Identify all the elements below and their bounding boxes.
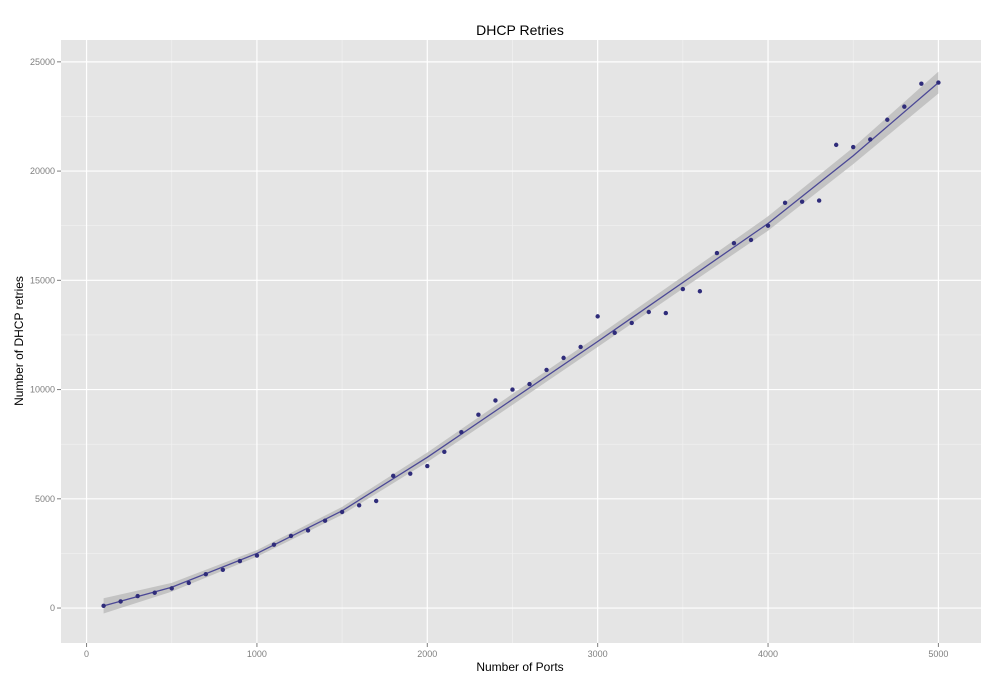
y-tick-label: 10000: [30, 385, 55, 395]
data-point: [748, 237, 754, 243]
data-point: [476, 412, 481, 417]
data-point: [833, 142, 839, 148]
data-point: [356, 503, 362, 508]
data-point: [799, 199, 805, 204]
x-tick-label: 3000: [588, 649, 608, 659]
x-tick-label: 0: [84, 649, 89, 659]
plot-background: [61, 40, 981, 643]
data-point: [254, 553, 260, 558]
fit-line-path: [103, 82, 939, 607]
data-point: [391, 473, 396, 479]
data-point: [544, 367, 549, 373]
data-point: [816, 198, 822, 203]
x-axis-title: Number of Ports: [476, 660, 563, 674]
data-point: [868, 137, 873, 142]
data-point: [782, 200, 788, 205]
data-point: [152, 590, 157, 595]
data-point: [561, 355, 566, 361]
chart-title: DHCP Retries: [476, 22, 564, 38]
y-tick-label: 15000: [30, 275, 55, 285]
data-point: [595, 314, 600, 319]
y-tick-label: 25000: [30, 57, 55, 67]
data-point: [425, 463, 430, 469]
data-point: [646, 309, 651, 315]
data-point: [459, 429, 464, 435]
x-tick-label: 2000: [417, 649, 437, 659]
data-point: [203, 571, 209, 577]
y-tick-label: 20000: [30, 166, 55, 176]
data-point: [663, 310, 669, 316]
data-point: [220, 567, 226, 573]
data-point: [288, 533, 294, 539]
data-point: [919, 81, 924, 86]
data-point: [101, 603, 106, 609]
data-point: [373, 498, 379, 504]
data-point: [442, 449, 447, 455]
data-point: [612, 330, 617, 335]
data-point: [118, 599, 123, 604]
data-points: [101, 80, 941, 609]
data-point: [237, 558, 243, 564]
data-point: [305, 528, 311, 533]
data-point: [680, 286, 686, 292]
y-tick-label: 0: [50, 603, 55, 613]
data-point: [135, 593, 140, 599]
fit-line: [103, 82, 939, 607]
data-point: [578, 344, 583, 350]
y-axis-title: Number of DHCP retries: [12, 276, 26, 406]
data-point: [851, 144, 856, 150]
data-point: [885, 117, 890, 122]
data-point: [271, 542, 277, 547]
data-point: [169, 586, 174, 591]
data-point: [322, 518, 328, 523]
y-tick-label: 5000: [35, 494, 55, 504]
data-point: [731, 240, 737, 246]
x-tick-label: 5000: [928, 649, 948, 659]
data-point: [936, 80, 941, 85]
data-point: [408, 471, 413, 476]
data-point: [902, 104, 907, 109]
x-tick-label: 1000: [247, 649, 267, 659]
x-tick-label: 4000: [758, 649, 778, 659]
data-point: [493, 398, 498, 403]
data-point: [629, 320, 634, 326]
y-axis-ticks: 0 5000 10000 15000 20000 25000: [30, 57, 61, 613]
x-axis-ticks: 0 1000 2000 3000 4000 5000: [84, 643, 948, 659]
data-point: [510, 387, 515, 392]
data-point: [697, 289, 703, 294]
data-point: [339, 509, 345, 515]
data-point: [714, 250, 720, 256]
data-point: [186, 580, 191, 586]
data-point: [765, 223, 771, 228]
data-point: [527, 381, 532, 387]
